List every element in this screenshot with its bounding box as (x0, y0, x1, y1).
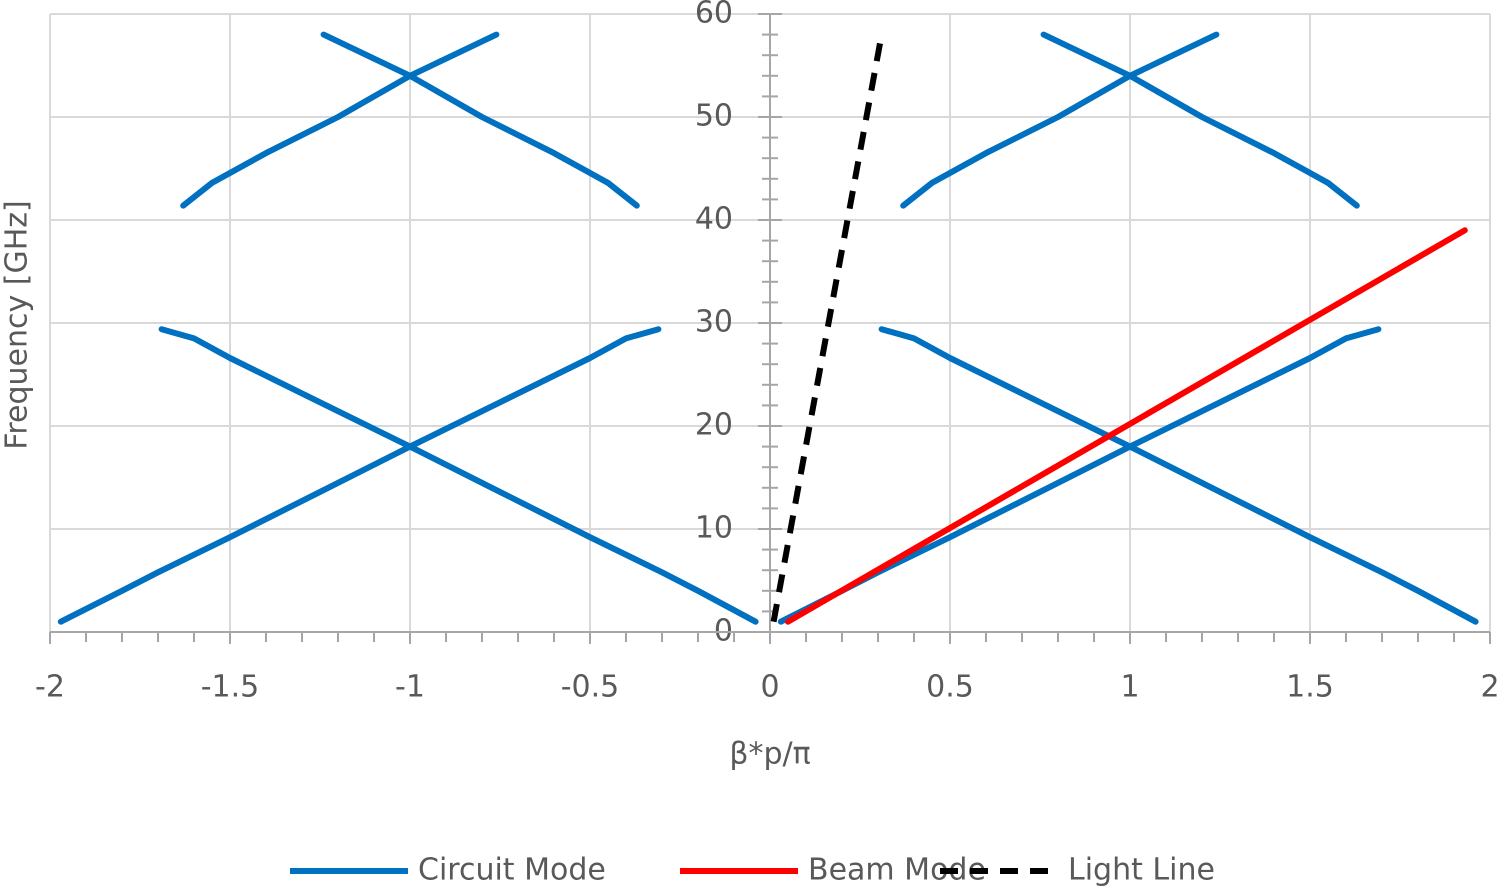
y-tick-label: 50 (695, 99, 733, 134)
y-tick-label: 60 (695, 0, 733, 31)
x-tick-label: 0.5 (926, 670, 974, 705)
y-tick-label: 40 (695, 202, 733, 237)
y-tick-label: 20 (695, 408, 733, 443)
x-tick-label: -1.5 (201, 670, 260, 705)
x-tick-label: 0 (760, 670, 779, 705)
x-axis-label: β*p/π (729, 737, 810, 772)
x-tick-label: 1.5 (1286, 670, 1334, 705)
y-tick-label: 30 (695, 305, 733, 340)
series-line (57, 31, 1479, 625)
series-line (770, 34, 885, 623)
x-tick-label: 2 (1480, 670, 1499, 705)
x-tick-label: 1 (1120, 670, 1139, 705)
legend-label: Beam Mode (808, 853, 986, 888)
x-tick-label: -2 (35, 670, 65, 705)
x-tick-label: -0.5 (561, 670, 620, 705)
y-axis-label: Frequency [GHz] (0, 200, 35, 449)
legend-label: Light Line (1068, 853, 1215, 888)
legend-label: Circuit Mode (418, 853, 606, 888)
x-tick-label: -1 (395, 670, 425, 705)
y-tick-label: 10 (695, 511, 733, 546)
series-line (785, 227, 1468, 625)
